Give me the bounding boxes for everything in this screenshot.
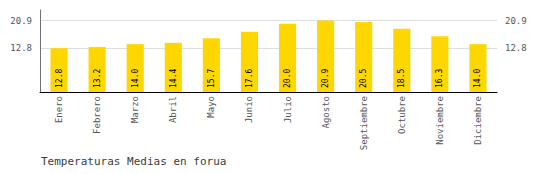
- svg-text:Febrero: Febrero: [92, 96, 102, 134]
- svg-text:14.4: 14.4: [169, 69, 178, 88]
- svg-text:12.8: 12.8: [505, 43, 527, 53]
- svg-text:Julio: Julio: [283, 96, 293, 123]
- svg-text:Marzo: Marzo: [130, 96, 140, 123]
- svg-text:Junio: Junio: [244, 96, 254, 123]
- svg-text:15.7: 15.7: [207, 69, 216, 88]
- svg-text:Diciembre: Diciembre: [473, 96, 483, 145]
- svg-text:20.5: 20.5: [359, 69, 368, 88]
- svg-text:Noviembre: Noviembre: [435, 96, 445, 145]
- svg-text:18.5: 18.5: [397, 69, 406, 88]
- svg-text:16.3: 16.3: [435, 69, 444, 88]
- svg-text:Mayo: Mayo: [206, 96, 216, 118]
- svg-text:Octubre: Octubre: [397, 96, 407, 134]
- svg-text:Enero: Enero: [54, 96, 64, 123]
- svg-text:14.0: 14.0: [473, 69, 482, 88]
- svg-text:12.8: 12.8: [10, 43, 32, 53]
- svg-text:20.0: 20.0: [283, 69, 292, 88]
- svg-text:12.8: 12.8: [55, 69, 64, 88]
- svg-text:Temperaturas Medias en forua: Temperaturas Medias en forua: [41, 155, 226, 168]
- svg-text:Agosto: Agosto: [321, 96, 331, 129]
- svg-text:20.9: 20.9: [505, 16, 527, 26]
- svg-text:Septiembre: Septiembre: [359, 96, 369, 150]
- svg-text:14.0: 14.0: [131, 69, 140, 88]
- svg-text:13.2: 13.2: [93, 69, 102, 88]
- svg-text:Abril: Abril: [168, 96, 178, 123]
- svg-text:20.9: 20.9: [10, 16, 32, 26]
- svg-text:17.6: 17.6: [245, 69, 254, 88]
- svg-text:20.9: 20.9: [321, 69, 330, 88]
